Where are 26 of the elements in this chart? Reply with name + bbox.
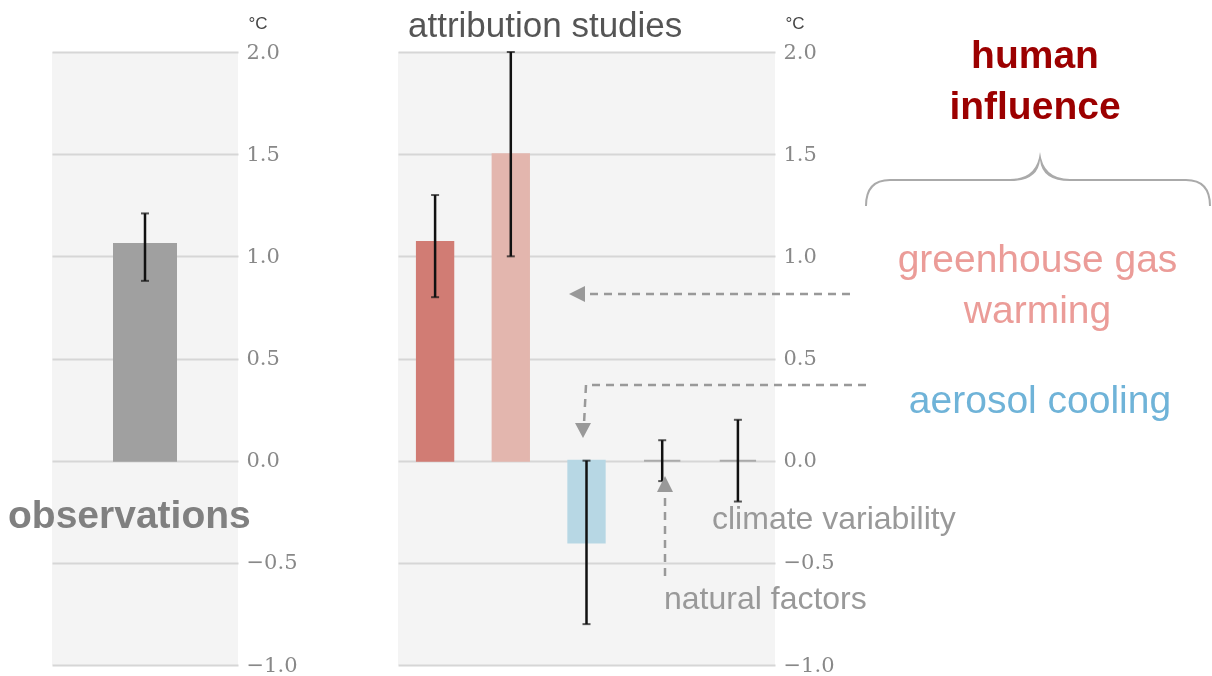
bar xyxy=(415,241,455,462)
y-tick-label: 2.0 xyxy=(246,39,280,64)
y-tick-label: 0.0 xyxy=(246,448,280,473)
y-tick-label: 0.5 xyxy=(783,346,817,370)
y-axis-title: °C xyxy=(785,13,805,33)
y-tick-label: −0.5 xyxy=(246,550,298,575)
bar xyxy=(567,459,606,544)
y-tick-label: 0.0 xyxy=(783,448,817,473)
annotation: natural factors xyxy=(664,579,868,618)
y-tick-label: 1.0 xyxy=(246,243,280,268)
y-tick-label: 1.5 xyxy=(246,141,280,166)
y-tick-label: 1.5 xyxy=(783,141,817,166)
text: aerosol cooling xyxy=(907,377,1173,423)
y-tick-label: −1.0 xyxy=(783,652,835,676)
text: greenhouse gas warming xyxy=(896,236,1179,333)
y-axis-title: °C xyxy=(248,13,268,33)
y-tick-label: −0.5 xyxy=(783,550,835,575)
y-tick-label: 0.5 xyxy=(246,346,280,370)
y-tick-label: 2.0 xyxy=(783,39,817,64)
text: human influence xyxy=(948,32,1122,129)
chart-title: attribution studies xyxy=(408,4,683,46)
annotation: climate variability xyxy=(712,499,957,538)
y-tick-label: 1.0 xyxy=(783,243,817,268)
bar xyxy=(491,153,530,462)
annotation: observations xyxy=(8,492,252,538)
y-tick-label: −1.0 xyxy=(246,652,298,676)
